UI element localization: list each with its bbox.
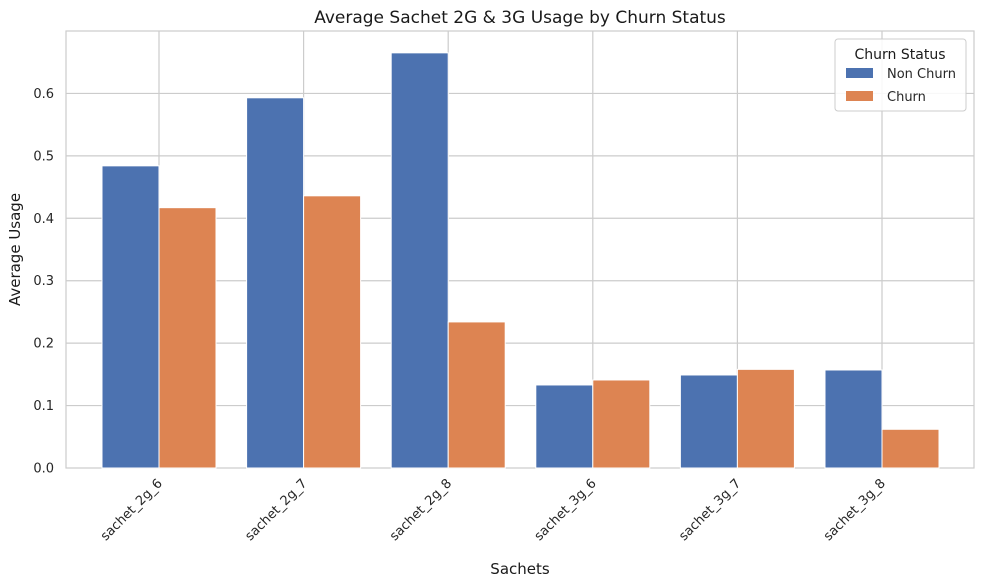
legend: Churn Status Non Churn Churn [834,38,967,112]
bar-churn-sachet_2g_6 [158,207,217,469]
bar-non-churn-sachet_3g_7 [679,374,738,469]
y-tick-label: 0.5 [33,149,54,164]
y-tick-label: 0.2 [33,337,54,352]
bar-non-churn-sachet_2g_7 [246,97,305,469]
y-tick-label: 0.3 [33,274,54,289]
x-tick-label: sachet_2g_7 [243,476,311,544]
y-tick-label: 0.0 [33,462,54,477]
x-tick-label: sachet_3g_7 [676,476,744,544]
legend-swatch-churn [846,91,873,101]
bar-non-churn-sachet_3g_6 [535,384,594,469]
bar-churn-sachet_3g_6 [592,379,651,469]
y-tick-label: 0.6 [33,87,54,102]
x-tick-label: sachet_3g_8 [821,476,889,544]
plot-area [65,30,975,469]
y-tick-label: 0.4 [33,212,54,227]
x-tick-label: sachet_3g_6 [532,476,600,544]
y-tick-label: 0.1 [33,399,54,414]
legend-label-non-churn: Non Churn [887,67,956,82]
x-tick-labels: sachet_2g_6 sachet_2g_7 sachet_2g_8 sachet_… [98,476,889,544]
bar-non-churn-sachet_2g_6 [101,165,160,469]
chart-title: Average Sachet 2G & 3G Usage by Churn St… [314,8,726,28]
x-tick-label: sachet_2g_8 [387,476,455,544]
bar-churn-sachet_2g_7 [303,195,362,469]
bar-non-churn-sachet_2g_8 [390,52,449,469]
x-tick-label: sachet_2g_6 [98,476,166,544]
x-axis-label: Sachets [490,560,550,578]
legend-swatch-non-churn [846,68,873,78]
legend-label-churn: Churn [887,90,926,105]
bar-non-churn-sachet_3g_8 [824,369,883,469]
legend-title: Churn Status [855,47,946,63]
bar-churn-sachet_3g_7 [736,368,795,469]
bar-churn-sachet_2g_8 [447,321,506,469]
y-axis-label: Average Usage [6,193,24,306]
bars [101,52,940,469]
y-tick-labels: 0.0 0.1 0.2 0.3 0.4 0.5 0.6 [33,87,54,477]
bar-churn-sachet_3g_8 [881,428,940,469]
